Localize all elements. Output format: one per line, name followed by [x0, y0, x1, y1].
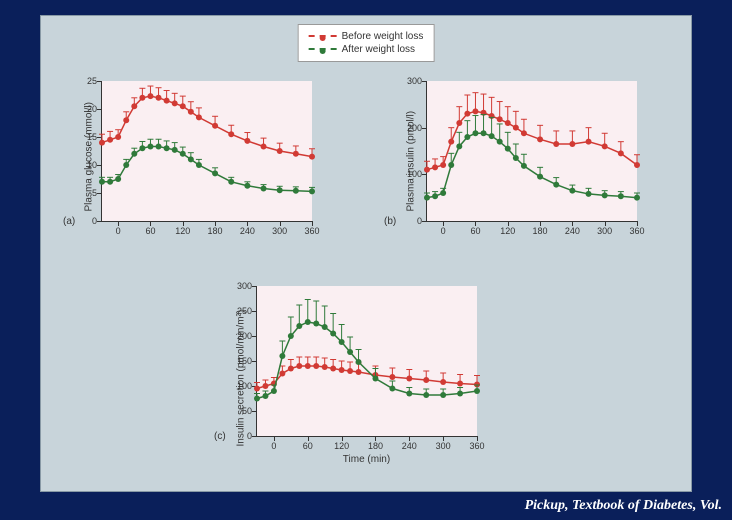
legend-swatch-before — [309, 35, 337, 39]
plot-area-a: 0510152025060120180240300360 — [101, 81, 312, 222]
plot-area-c: 050100150200250300060120180240300360 — [256, 286, 477, 437]
figure-panel: Before weight loss After weight loss Pla… — [40, 15, 692, 492]
legend-swatch-after — [309, 48, 337, 52]
legend-label-before: Before weight loss — [342, 31, 424, 42]
panel-letter-b: (b) — [384, 216, 396, 227]
panel-letter-c: (c) — [214, 431, 226, 442]
ylabel-b: Plasma insulin (pmol/l) — [406, 92, 417, 212]
legend: Before weight loss After weight loss — [298, 24, 435, 62]
credit-text: Pickup, Textbook of Diabetes, Vol. — [525, 498, 722, 514]
plot-area-b: 0100200300060120180240300360 — [426, 81, 637, 222]
legend-item-after: After weight loss — [309, 44, 424, 55]
legend-label-after: After weight loss — [342, 44, 415, 55]
chart-b: Plasma insulin (pmol/l) 0100200300060120… — [426, 81, 637, 222]
legend-item-before: Before weight loss — [309, 31, 424, 42]
chart-a: Plasma glucose (mmol/l) 0510152025060120… — [101, 81, 312, 222]
panel-letter-a: (a) — [63, 216, 75, 227]
xlabel-c: Time (min) — [256, 454, 477, 465]
chart-c: Insulin secretion (pmol/min/m²) 05010015… — [256, 286, 477, 437]
